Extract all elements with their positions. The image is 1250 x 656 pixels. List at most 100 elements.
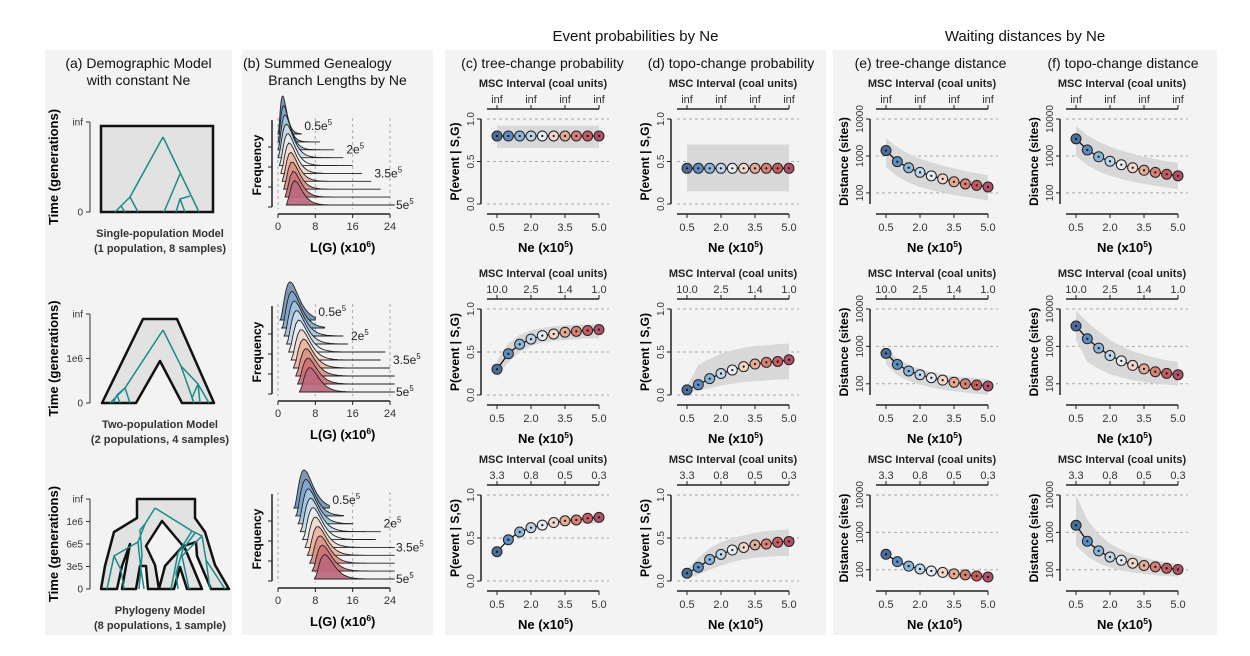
x-tick-label: 3.5 [557,413,572,425]
data-point-center [918,171,922,174]
y-tick-label: 10000 [855,481,866,509]
top-tick-label: 3.3 [878,470,893,482]
y-axis-label: Distance (sites) [837,117,851,206]
x-axis-label: Ne (x105) [708,239,763,255]
data-point-center [1120,559,1123,562]
x-tick-label: 0.5 [1068,222,1083,234]
ridge-label: 3.5e5 [374,165,402,180]
data-point-center [986,384,990,388]
chart-c-row-1: 0.0 0.5 1.0 P(event | S,G) 0.5 2.0 3.5 5.0 Ne (x… [448,78,609,255]
data-point-center [742,365,745,368]
series-line [1075,325,1179,376]
data-point-center [1142,564,1146,567]
y-tick-label: 1.0 [466,488,477,502]
y-axis-label: Distance (sites) [1027,494,1041,583]
top-tick-label: 10.0 [486,284,507,296]
y-tick-label: 3e5 [66,562,83,573]
top-tick-label: inf [525,94,538,106]
data-point-center [1074,137,1078,140]
data-point-center [495,368,499,371]
data-point-center [731,167,734,170]
data-point-center [563,134,567,138]
model-detail: (1 population, 8 samples) [94,243,226,255]
data-point-center [575,134,578,138]
y-tick-label: 1000 [1045,521,1056,544]
data-point-center [586,517,589,520]
data-point-center [495,134,499,138]
y-axis-label: P(event | S,G) [448,499,462,577]
series-line [885,150,989,188]
model-axis: 0 3e5 6e5 1e6 inf Time (generations) Phylogeny… [46,486,226,632]
data-point-center [986,575,990,579]
top-tick-label: inf [681,94,694,106]
y-tick-label: 100 [855,184,866,201]
y-tick-label: 10000 [1045,105,1056,133]
chart-c-row-2: 0.0 0.5 1.0 P(event | S,G) 0.5 2.0 3.5 5.0 Ne (x… [448,268,609,446]
top-axis-label: MSC Interval (coal units) [868,268,997,280]
y-tick-label: 1e6 [66,517,83,528]
x-tick-label: 2.0 [713,599,728,611]
y-tick-label: 1000 [1045,144,1056,167]
x-tick-label: 2.0 [1102,599,1117,611]
data-point-center [518,530,521,534]
y-tick-label: 100 [1045,375,1056,392]
y-axis-label: P(event | S,G) [448,313,462,391]
gene-tree [114,136,200,213]
x-tick-label: 2.0 [1102,222,1117,234]
x-tick-label: 3.5 [946,599,961,611]
x-tick-label: 16 [347,221,359,233]
data-point-center [1086,540,1089,543]
header-events: Event probabilities by Ne [552,28,719,45]
top-tick-label: 0.8 [523,470,538,482]
y-tick-label: 10000 [855,295,866,323]
top-tick-label: 0.8 [912,470,927,482]
x-tick-label: 0.5 [489,413,504,425]
top-tick-label: 1.4 [946,284,961,296]
column-title-b-line2: Branch Lengths by Ne [268,72,407,88]
confidence-band [886,138,988,201]
data-point-center [1108,354,1112,357]
x-tick-label: 5.0 [980,413,995,425]
y-axis-label: Distance (sites) [1027,308,1041,397]
x-axis-label: Ne (x105) [907,430,962,446]
top-axis-label: MSC Interval (coal units) [868,78,997,90]
top-axis-label: MSC Interval (coal units) [1058,78,1187,90]
x-axis-label: Ne (x105) [1097,430,1152,446]
x-tick-label: 2.0 [912,599,927,611]
x-axis-label: L(G) (x106) [310,239,375,255]
y-tick-label: 0.5 [656,531,667,545]
data-point-center [907,369,910,373]
data-point-center [975,184,978,187]
top-tick-label: inf [1104,94,1117,106]
model-detail: (2 populations, 4 samples) [91,434,229,446]
top-tick-label: 0.5 [1136,470,1151,482]
data-point-center [552,134,555,138]
top-tick-label: 10.0 [676,284,697,296]
top-tick-label: inf [880,94,893,106]
x-tick-label: 2.0 [523,222,538,234]
series-line [1075,138,1179,177]
population-boundary [100,317,216,405]
population-boundary [99,497,231,591]
ridge-label: 0.5e5 [304,118,332,133]
x-axis-label: Ne (x105) [518,239,573,255]
top-tick-label: 2.5 [523,284,538,296]
data-point-center [941,571,944,574]
ridge-label: 3.5e5 [396,539,424,554]
x-tick-label: 3.5 [946,222,961,234]
top-tick-label: 1.4 [557,284,572,296]
top-tick-label: inf [559,94,572,106]
y-tick-label: 100 [1045,561,1056,578]
top-tick-label: inf [783,94,796,106]
top-tick-label: 1.0 [980,284,995,296]
x-tick-label: 0.5 [1068,599,1083,611]
top-axis-label: MSC Interval (coal units) [1058,268,1187,280]
data-point-center [507,134,510,138]
series-line [885,352,989,387]
y-tick-label: 1e6 [66,354,83,365]
data-point-center [964,182,967,186]
y-tick-label: 0.0 [466,388,477,402]
ridge-label: 5e5 [396,197,414,212]
data-point-center [930,174,933,177]
ridge-curve [313,553,395,580]
